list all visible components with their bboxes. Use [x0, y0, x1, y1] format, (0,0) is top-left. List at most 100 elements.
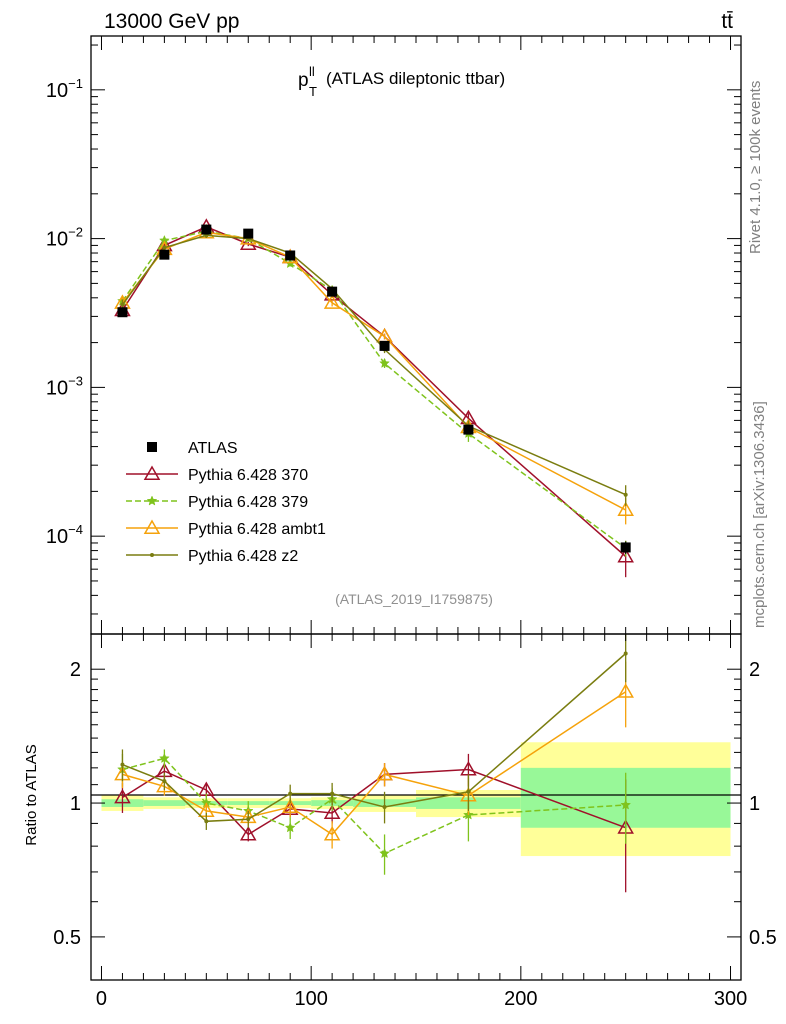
star-marker	[620, 799, 632, 810]
dot-marker	[623, 651, 628, 656]
y-tick-label-base: 10	[46, 229, 68, 251]
main-frame	[90, 35, 742, 635]
legend-item: Pythia 6.428 ambt1	[126, 519, 326, 538]
x-tick-labels: 0 100 200 300	[96, 988, 747, 1010]
ratio-panel: 2 2 1 1 0.5 0.5 0 100 200 300 Ratio to ATLAS	[23, 633, 777, 1010]
triangle-marker	[617, 547, 634, 563]
x-tick-label: 200	[504, 988, 537, 1010]
header-energy: 13000 GeV pp	[104, 10, 239, 33]
y-tick-label: 10−1	[46, 76, 83, 102]
legend-item: ATLAS	[147, 440, 238, 457]
dot-marker	[330, 791, 335, 796]
x-tick-label: 300	[714, 988, 747, 1010]
side-text-rivet: Rivet 4.1.0, ≥ 100k events	[747, 81, 764, 254]
ratio-y-tick-label-right: 2	[749, 659, 760, 681]
x-tick-label: 100	[294, 988, 327, 1010]
dot-marker	[288, 791, 293, 796]
ratio-axis-ticks	[91, 634, 741, 980]
y-tick-label-base: 10	[46, 526, 68, 548]
plot-title-superscript: ll	[309, 64, 315, 79]
legend-label: Pythia 6.428 z2	[188, 548, 298, 565]
side-text-mcplots: mcplots.cern.ch [arXiv:1306.3436]	[751, 401, 768, 628]
plot-title: p ll T (ATLAS dileptonic ttbar)	[298, 64, 505, 99]
y-tick-label-exponent: −3	[68, 373, 83, 388]
triangle-marker	[323, 825, 341, 841]
square-marker	[117, 307, 128, 318]
ratio-series-z2	[120, 634, 628, 830]
dot-marker	[246, 817, 251, 822]
square-marker	[463, 424, 474, 435]
atlas-data-points	[117, 224, 631, 554]
triangle-marker	[617, 683, 634, 698]
dot-marker	[623, 492, 628, 497]
square-marker	[620, 542, 631, 553]
main-y-tick-labels: 10−110−210−310−4	[46, 76, 83, 548]
ratio-frame	[90, 633, 742, 981]
dot-marker	[382, 804, 387, 809]
legend: ATLAS Pythia 6.428 370 Pythia 6.428 379 Pyt…	[126, 440, 326, 565]
triangle-marker	[376, 765, 393, 781]
y-tick-label-exponent: −2	[68, 225, 83, 240]
stat-uncertainty-band	[143, 800, 186, 806]
legend-item: Pythia 6.428 z2	[126, 548, 298, 565]
triangle-marker	[239, 825, 257, 841]
y-tick-label: 10−3	[46, 373, 83, 399]
ratio-y-tick-label-left: 1	[70, 793, 81, 815]
main-panel: 10−110−210−310−4 (ATLAS_2019_I1759875)	[46, 35, 742, 635]
dot-marker	[204, 819, 209, 824]
triangle-marker	[281, 798, 299, 813]
square-marker	[147, 442, 157, 452]
triangle-marker	[617, 501, 634, 516]
star-marker	[146, 495, 158, 506]
ratio-series	[114, 634, 634, 893]
ratio-y-tick-labels: 2 2 1 1 0.5 0.5	[53, 659, 777, 949]
triangle-marker	[143, 519, 161, 534]
star-marker	[379, 357, 390, 368]
square-marker	[379, 340, 390, 351]
square-marker	[201, 224, 212, 235]
star-marker	[284, 822, 296, 833]
y-tick-label-base: 10	[46, 377, 68, 399]
legend-label: Pythia 6.428 ambt1	[188, 521, 326, 538]
y-tick-label-exponent: −4	[68, 522, 83, 537]
triangle-marker	[114, 788, 131, 804]
square-marker	[285, 250, 296, 261]
x-tick-label: 0	[96, 988, 107, 1010]
dot-marker	[162, 245, 167, 250]
legend-label: ATLAS	[188, 440, 238, 457]
main-axis-ticks	[91, 36, 741, 634]
dot-marker	[120, 302, 125, 307]
header-process: tt̄	[721, 10, 733, 33]
legend-label: Pythia 6.428 379	[188, 494, 308, 511]
ratio-y-tick-label-left: 2	[70, 659, 81, 681]
dot-marker	[120, 762, 125, 767]
triangle-marker	[323, 804, 341, 819]
triangle-marker	[143, 465, 161, 480]
analysis-id: (ATLAS_2019_I1759875)	[335, 591, 493, 607]
series-z2	[120, 233, 628, 506]
square-marker	[327, 286, 338, 297]
legend-item: Pythia 6.428 379	[126, 494, 308, 511]
ratio-y-tick-label-right: 0.5	[749, 927, 777, 949]
y-tick-label-exponent: −1	[68, 76, 83, 91]
square-marker	[243, 228, 254, 239]
ratio-y-axis-label: Ratio to ATLAS	[23, 744, 40, 845]
dot-marker	[150, 553, 154, 557]
star-marker	[379, 847, 390, 859]
ratio-y-tick-label-right: 1	[749, 793, 760, 815]
ratio-y-tick-label-left: 0.5	[53, 927, 81, 949]
legend-label: Pythia 6.428 370	[188, 467, 308, 484]
y-tick-label-base: 10	[46, 80, 68, 102]
triangle-marker	[323, 294, 341, 309]
y-tick-label: 10−4	[46, 522, 83, 548]
star-marker	[159, 752, 170, 763]
plot-title-subscript: T	[309, 84, 317, 99]
dot-marker	[162, 779, 167, 784]
legend-item: Pythia 6.428 370	[126, 465, 308, 484]
plot-title-main: p	[298, 70, 309, 91]
dot-marker	[466, 789, 471, 794]
square-marker	[159, 249, 170, 260]
plot-title-rest: (ATLAS dileptonic ttbar)	[326, 69, 505, 88]
y-tick-label: 10−2	[46, 225, 83, 251]
